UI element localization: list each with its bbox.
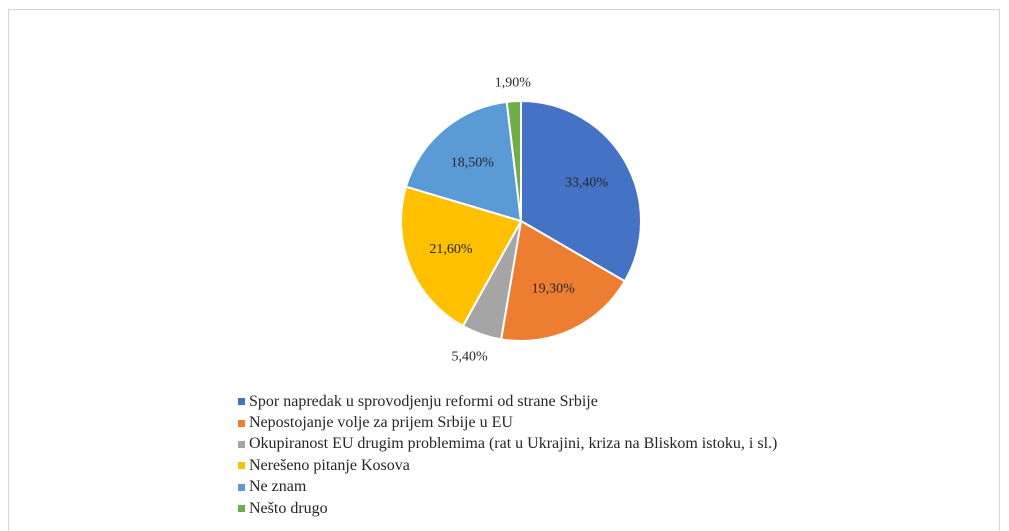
legend-label: Okupiranost EU drugim problemima (rat u …	[249, 435, 778, 453]
pie-slice-nepostojanje-volje-za-prijem-srbije-u-eu	[499, 219, 627, 342]
data-label-ne-znam: 18,50%	[451, 155, 495, 170]
pie-slice-nesto-drugo	[505, 99, 522, 222]
legend-item-spor-napredak-u-sprovodjenju-reformi-od-: Spor napredak u sprovodjenju reformi od …	[238, 391, 777, 412]
data-label-nereseno-pitanje-kosova: 21,60%	[429, 242, 473, 257]
legend-item-nereseno-pitanje-kosova: Nerešeno pitanje Kosova	[238, 455, 777, 476]
legend-item-nesto-drugo: Nešto drugo	[238, 498, 777, 519]
chart-frame	[8, 9, 1000, 531]
legend-label: Nešto drugo	[249, 499, 328, 517]
legend-label: Spor napredak u sprovodjenju reformi od …	[249, 392, 598, 410]
legend-swatch	[238, 440, 245, 448]
legend-label: Ne znam	[249, 478, 307, 496]
legend-label: Nepostojanje volje za prijem Srbije u EU	[249, 414, 513, 432]
legend-item-nepostojanje-volje-za-prijem-srbije-u-eu: Nepostojanje volje za prijem Srbije u EU	[238, 412, 777, 433]
pie-slice-ne-znam	[404, 100, 523, 223]
data-label-nepostojanje-volje-za-prijem-srbije-u-eu: 19,30%	[532, 282, 576, 297]
legend-swatch	[238, 398, 245, 406]
legend-label: Nerešeno pitanje Kosova	[249, 456, 410, 474]
pie-slice-nereseno-pitanje-kosova	[400, 185, 523, 328]
legend: Spor napredak u sprovodjenju reformi od …	[238, 391, 777, 519]
legend-swatch	[238, 462, 245, 470]
legend-item-ne-znam: Ne znam	[238, 477, 777, 498]
data-label-okupiranost-eu-drugim-problemima-rat-u-u: 5,40%	[451, 350, 488, 365]
data-labels: 33,40% 19,30% 5,40% 21,60% 18,50% 1,90%	[429, 75, 608, 364]
data-label-nesto-drugo: 1,90%	[495, 75, 532, 90]
legend-swatch	[238, 505, 245, 513]
legend-item-okupiranost-eu-drugim-problemima-rat-u-u: Okupiranost EU drugim problemima (rat u …	[238, 434, 777, 455]
data-label-spor-napredak-u-sprovodjenju-reformi-od-: 33,40%	[565, 175, 609, 190]
legend-swatch	[238, 483, 245, 491]
pie-slice-spor-napredak-u-sprovodjenju-reformi-od-	[520, 99, 642, 283]
pie-slices	[400, 99, 642, 342]
legend-swatch	[238, 419, 245, 427]
